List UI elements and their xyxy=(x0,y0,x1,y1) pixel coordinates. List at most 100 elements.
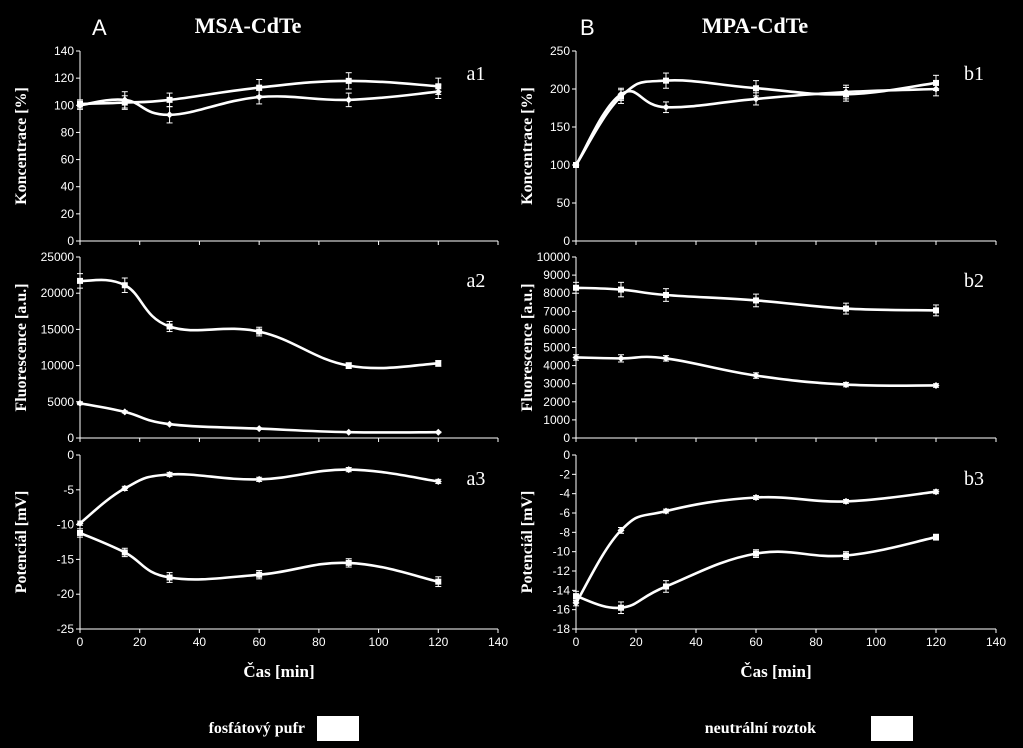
y-tick-label: 15000 xyxy=(41,322,75,336)
data-point xyxy=(842,497,850,505)
data-point xyxy=(572,599,580,607)
data-point xyxy=(77,100,83,107)
data-point xyxy=(256,571,263,578)
y-axis-label: Fluorescence [a.u.] xyxy=(519,283,536,411)
y-tick-label: -15 xyxy=(57,552,75,566)
x-tick-label: 0 xyxy=(573,635,580,649)
y-tick-label: 7000 xyxy=(543,304,570,318)
data-point xyxy=(573,284,579,291)
title-msa-cdte: MSA-CdTe xyxy=(195,13,302,38)
data-point xyxy=(76,519,84,527)
y-tick-label: 200 xyxy=(550,82,570,96)
data-point xyxy=(617,526,625,534)
y-tick-label: 40 xyxy=(61,180,75,194)
chart-b1: 0 50 100 150 200 250 Koncentrace [%] b1 xyxy=(519,44,997,248)
y-tick-label: 120 xyxy=(54,71,74,85)
data-point xyxy=(618,604,624,611)
series-neutral-solution xyxy=(572,353,940,390)
data-point xyxy=(77,277,83,284)
y-tick-label: -5 xyxy=(63,483,74,497)
data-point xyxy=(345,559,352,566)
y-tick-label: 0 xyxy=(67,431,74,445)
chart-a3: -25 -20 -15 -10 -5 0 0 20 40 60 80 100 120 140 Potenci… xyxy=(13,448,508,681)
data-point xyxy=(121,484,129,492)
legend-label-neutral: neutrální roztok xyxy=(705,720,816,737)
data-point xyxy=(752,95,760,103)
x-axis-label: Čas [min] xyxy=(243,662,314,681)
x-axis-label: Čas [min] xyxy=(740,662,811,681)
series-line xyxy=(575,355,937,388)
y-tick-label: -25 xyxy=(57,622,75,636)
chart-b2: 0 1000 2000 3000 4000 5000 6000 7000 8000 9000 100… xyxy=(519,250,997,445)
data-point xyxy=(933,534,939,541)
y-axis-label: Koncentrace [%] xyxy=(13,87,30,205)
y-tick-label: 4000 xyxy=(543,359,570,373)
panel-label-b: B xyxy=(580,15,595,40)
x-tick-label: 120 xyxy=(428,635,448,649)
series-neutral-solution xyxy=(76,466,442,527)
series-neutral-solution xyxy=(573,72,939,168)
x-tick-label: 140 xyxy=(488,635,508,649)
data-point xyxy=(752,494,760,502)
data-point xyxy=(166,420,174,428)
series-neutral-solution xyxy=(572,488,940,607)
y-tick-label: 0 xyxy=(67,448,74,462)
y-tick-label: 8000 xyxy=(543,286,570,300)
data-point xyxy=(256,84,263,91)
x-tick-label: 60 xyxy=(749,635,763,649)
data-point xyxy=(76,399,84,407)
series-neutral-solution xyxy=(77,72,442,110)
series-phosphate-buffer xyxy=(573,281,939,317)
x-tick-label: 20 xyxy=(629,635,643,649)
subplot-label: a3 xyxy=(467,468,486,490)
data-point xyxy=(933,307,939,314)
data-point xyxy=(435,83,442,90)
data-point xyxy=(166,574,173,581)
y-tick-label: 10000 xyxy=(41,359,75,373)
x-tick-label: 120 xyxy=(926,635,946,649)
y-tick-label: -16 xyxy=(553,603,571,617)
chart-b3: -18 -16 -14 -12 -10 -8 -6 -4 -2 0 0 20 40 60 80 100 120 1… xyxy=(519,448,1006,681)
y-tick-label: -10 xyxy=(553,545,571,559)
y-tick-label: -8 xyxy=(559,525,570,539)
data-point xyxy=(166,470,174,478)
subplot-label: a2 xyxy=(467,270,486,292)
data-point xyxy=(435,578,442,585)
y-tick-label: -12 xyxy=(553,564,571,578)
y-tick-label: -6 xyxy=(559,506,570,520)
legend-label-phosphate: fosfátový pufr xyxy=(209,720,305,737)
data-point xyxy=(932,382,940,390)
data-point xyxy=(618,93,624,100)
data-point xyxy=(256,328,263,335)
y-tick-label: 20 xyxy=(61,207,75,221)
chart-a2: 0 5000 10000 15000 20000 25000 Fluorescence [a… xyxy=(13,250,499,445)
data-point xyxy=(663,583,669,590)
data-point xyxy=(121,282,128,289)
data-point xyxy=(345,96,353,104)
data-point xyxy=(435,360,442,367)
data-point xyxy=(255,425,263,433)
y-tick-label: 100 xyxy=(550,158,570,172)
y-tick-label: 150 xyxy=(550,120,570,134)
series-line xyxy=(574,79,937,166)
panel-label-a: A xyxy=(92,15,107,40)
data-point xyxy=(434,428,442,436)
y-tick-label: 60 xyxy=(61,153,75,167)
data-point xyxy=(345,466,353,474)
y-tick-label: 9000 xyxy=(543,268,570,282)
y-tick-label: 6000 xyxy=(543,322,570,336)
y-tick-label: 25000 xyxy=(41,250,75,264)
data-point xyxy=(573,162,579,168)
data-point xyxy=(345,362,352,369)
y-axis-label: Potenciál [mV] xyxy=(13,491,30,594)
chart-a1: 0 20 40 60 80 100 120 140 Koncentrace [%] a1 xyxy=(13,44,499,248)
data-point xyxy=(933,79,939,86)
subplot-label: b1 xyxy=(964,63,984,85)
data-point xyxy=(662,507,670,515)
data-point xyxy=(932,488,940,496)
subplot-label: b2 xyxy=(964,270,984,292)
x-tick-label: 40 xyxy=(689,635,703,649)
y-axis-label: Potenciál [mV] xyxy=(519,491,536,594)
series-phosphate-buffer xyxy=(77,273,442,370)
series-line xyxy=(575,535,937,610)
